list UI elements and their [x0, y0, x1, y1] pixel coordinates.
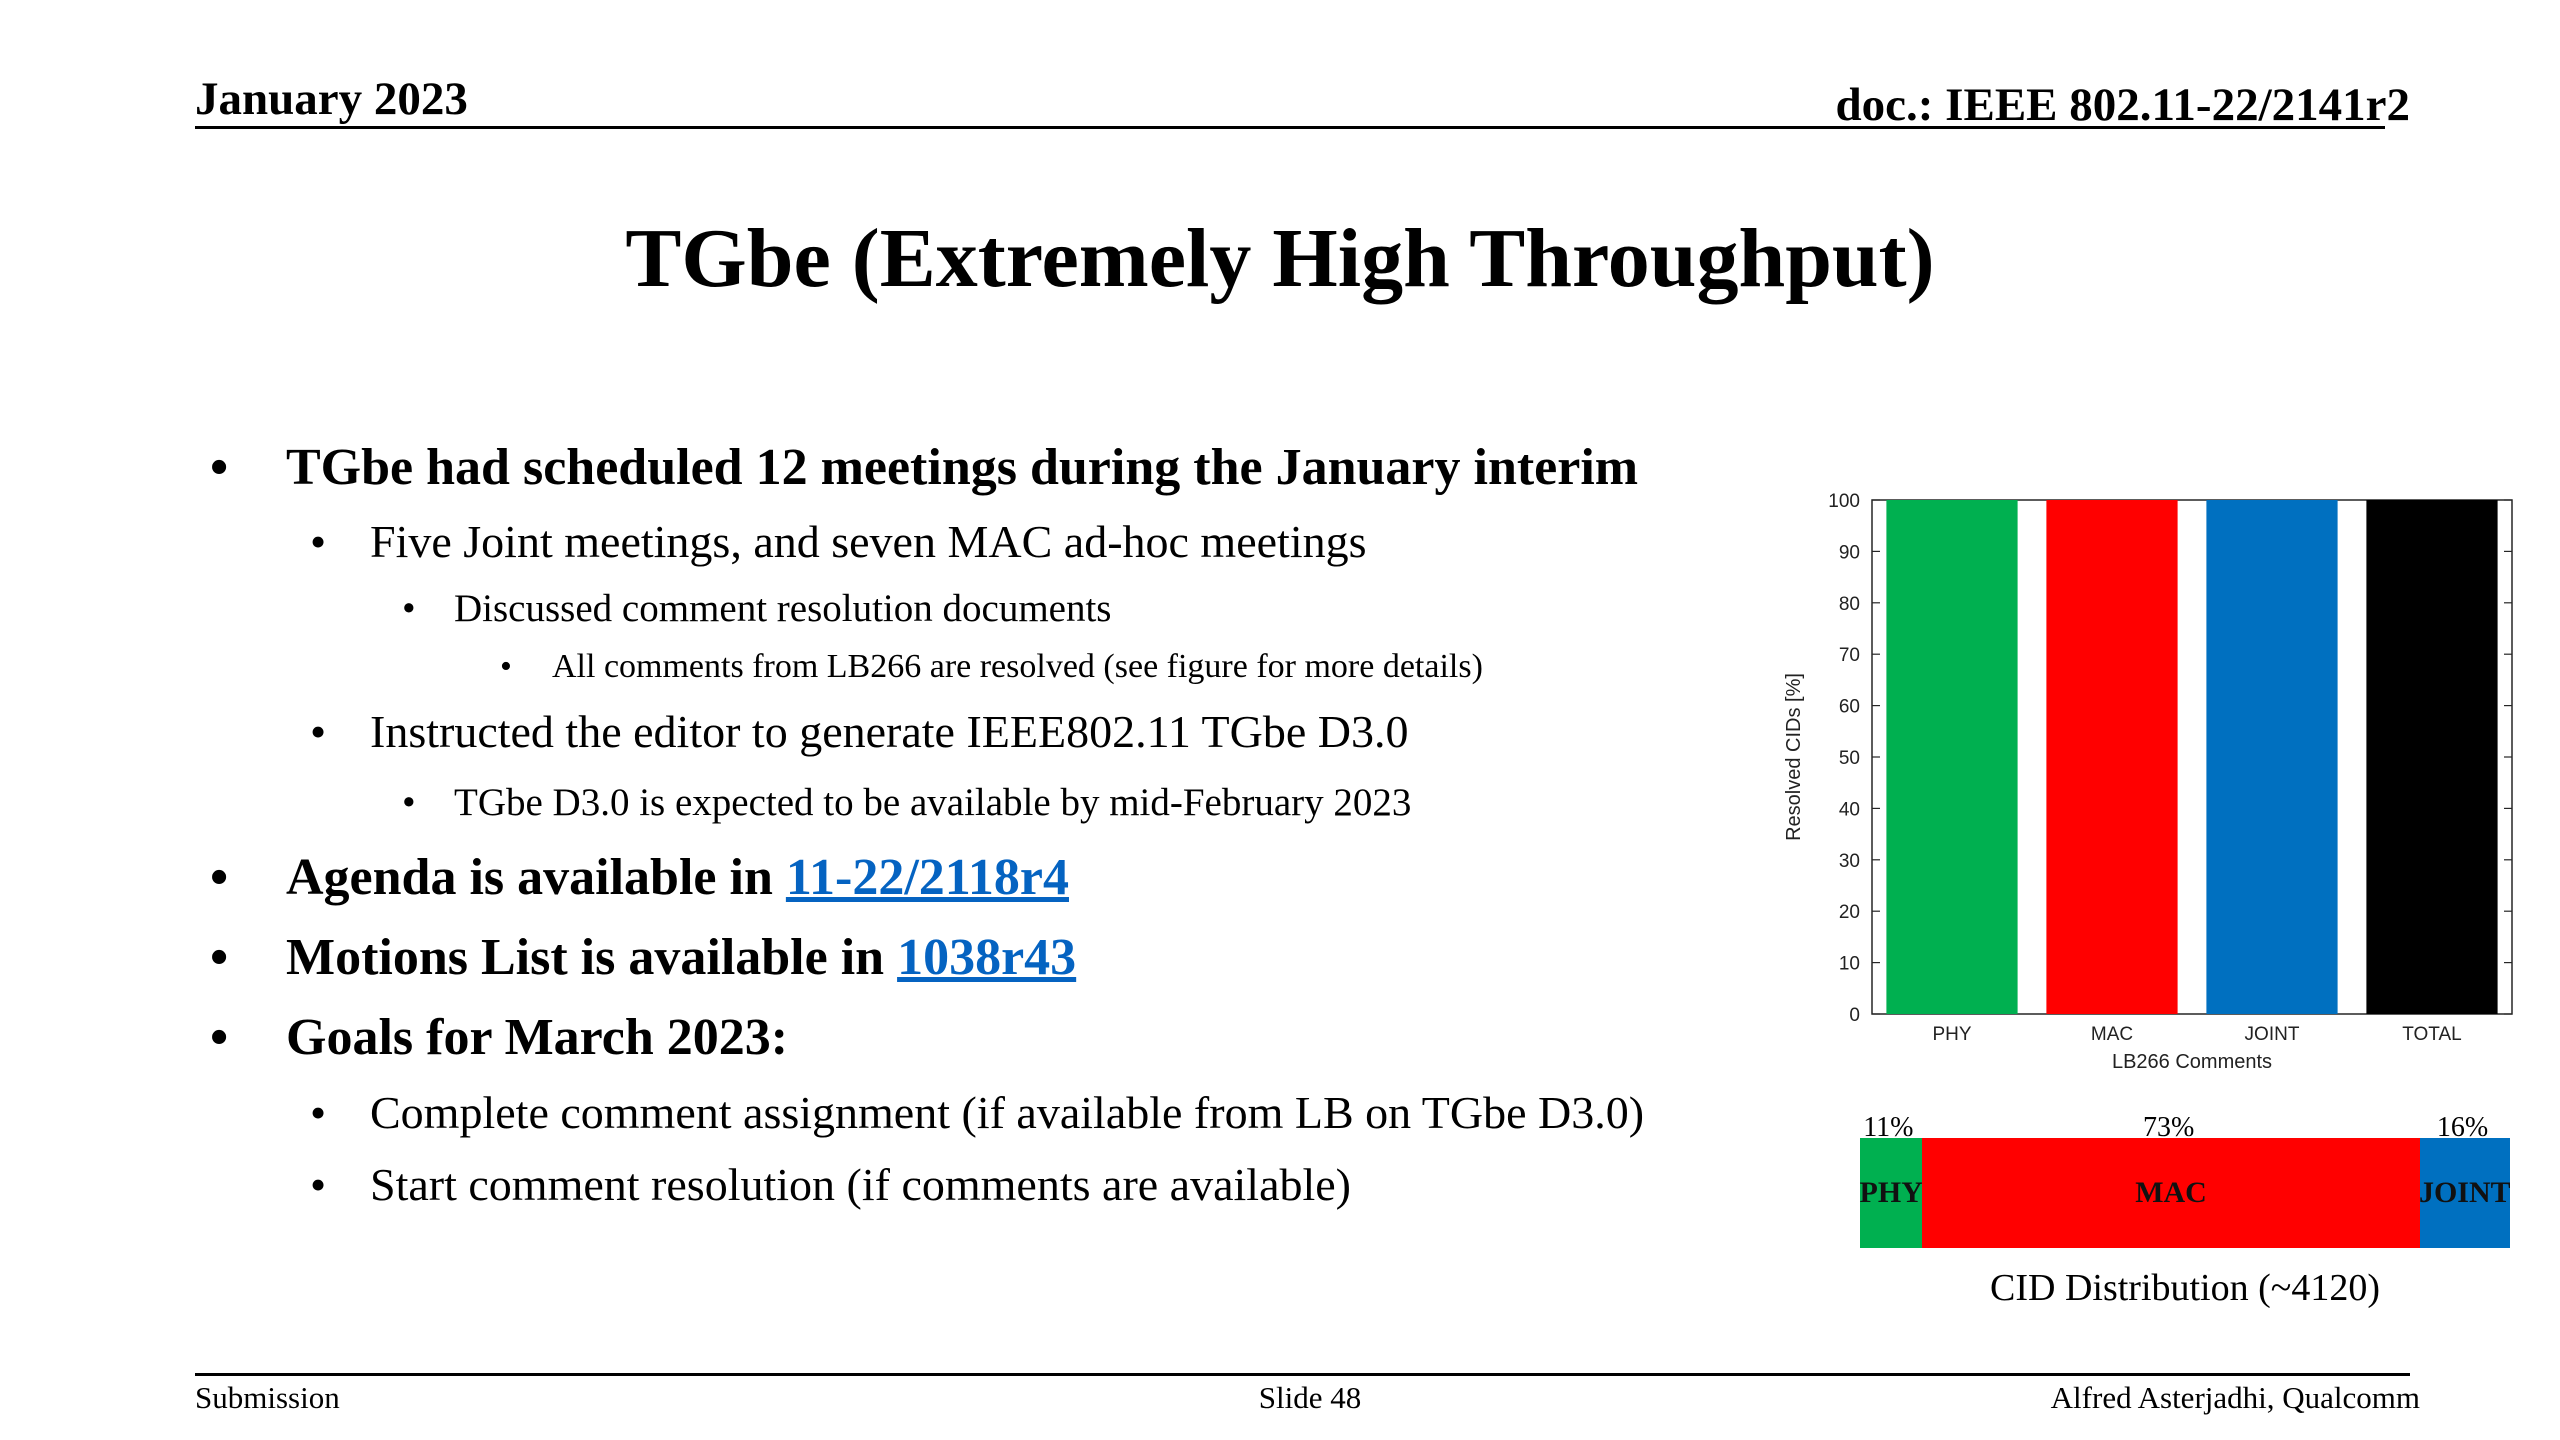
bullet-text: Discussed comment resolution documents — [454, 587, 1112, 630]
joint-percent-label: 16% — [2436, 1112, 2489, 1143]
resolved-cids-chart: PHY MAC JOINT TOTAL 0 10 20 30 40 50 60 70 80 90 100 LB… — [1783, 491, 2513, 1073]
bullet-discussed: • Discussed comment resolution documents — [402, 586, 1111, 631]
bullet-all-resolved: • All comments from LB266 are resolved (… — [500, 648, 1483, 686]
bullet-joint-meetings: • Five Joint meetings, and seven MAC ad-… — [310, 515, 1367, 568]
bullet-text: All comments from LB266 are resolved (se… — [552, 648, 1483, 685]
segment-mac: MAC — [1922, 1138, 2420, 1248]
y-tick-label: 80 — [1839, 594, 1860, 615]
header-divider — [195, 126, 2385, 129]
agenda-link[interactable]: 11-22/2118r4 — [785, 849, 1069, 906]
y-tick-label: 70 — [1839, 645, 1860, 666]
slide-title: TGbe (Extremely High Throughput) — [625, 212, 1935, 305]
bullet-marker: • — [402, 587, 416, 630]
segment-joint: JOINT — [2419, 1138, 2510, 1248]
bullet-marker: • — [210, 849, 229, 906]
segment-phy: PHY — [1860, 1138, 1923, 1248]
bullet-text: Start comment resolution (if comments ar… — [370, 1159, 1352, 1210]
bullet-marker: • — [210, 439, 229, 496]
y-tick-label: 60 — [1839, 697, 1860, 718]
phy-percent-label: 11% — [1863, 1112, 1914, 1143]
bullet-goals: • Goals for March 2023: — [210, 1008, 788, 1067]
bullet-motions: • Motions List is available in 1038r43 — [210, 928, 1076, 987]
y-tick-label: 20 — [1839, 902, 1860, 923]
header-doc-id: doc.: IEEE 802.11-22/2141r2 — [1835, 79, 2410, 131]
bullet-agenda: • Agenda is available in 11-22/2118r4 — [210, 848, 1069, 907]
bar-joint — [2206, 500, 2338, 1014]
bullet-text: Goals for March 2023: — [286, 1009, 789, 1066]
bullet-marker: • — [210, 1009, 229, 1066]
bullet-d30-expected: • TGbe D3.0 is expected to be available … — [402, 780, 1411, 825]
bullet-comment-assignment: • Complete comment assignment (if availa… — [310, 1086, 1644, 1139]
bullet-marker: • — [310, 706, 327, 757]
bar-total — [2366, 500, 2498, 1014]
bullet-editor: • Instructed the editor to generate IEEE… — [310, 705, 1409, 758]
bullet-marker: • — [500, 648, 512, 685]
bullet-comment-resolution: • Start comment resolution (if comments … — [310, 1158, 1351, 1211]
bullet-marker: • — [210, 929, 229, 986]
y-tick-label: 30 — [1839, 851, 1860, 872]
x-axis-label: LB266 Comments — [2112, 1051, 2272, 1073]
x-tick-label-phy: PHY — [1932, 1024, 1971, 1045]
bullet-marker: • — [310, 1087, 327, 1138]
y-tick-label: 40 — [1839, 799, 1860, 820]
y-tick-label: 90 — [1839, 542, 1860, 563]
bullet-text: Motions List is available in 1038r43 — [286, 929, 1076, 986]
bullet-text: Instructed the editor to generate IEEE80… — [370, 706, 1409, 757]
y-axis-label: Resolved CIDs [%] — [1783, 673, 1805, 841]
footer-submission: Submission — [195, 1380, 340, 1415]
bullet-text: TGbe had scheduled 12 meetings during th… — [286, 439, 1639, 496]
y-tick-label: 10 — [1839, 954, 1860, 975]
bullet-text: Five Joint meetings, and seven MAC ad-ho… — [370, 516, 1367, 567]
bullet-meetings: • TGbe had scheduled 12 meetings during … — [210, 438, 1638, 497]
bullet-text: Agenda is available in 11-22/2118r4 — [286, 849, 1069, 906]
y-tick-label: 0 — [1849, 1005, 1860, 1026]
agenda-prefix: Agenda is available in — [286, 849, 786, 906]
x-tick-label-mac: MAC — [2091, 1024, 2133, 1045]
footer-divider — [195, 1373, 2410, 1376]
bullet-marker: • — [310, 516, 327, 567]
footer-slide-number: Slide 48 — [1258, 1380, 1362, 1415]
motions-link[interactable]: 1038r43 — [897, 929, 1077, 986]
motions-prefix: Motions List is available in — [286, 929, 898, 986]
y-tick-label: 100 — [1828, 491, 1860, 512]
cid-distribution-caption: CID Distribution (~4120) — [1990, 1267, 2380, 1309]
footer-author: Alfred Asterjadhi, Qualcomm — [2050, 1380, 2420, 1415]
mac-percent-label: 73% — [2143, 1112, 2195, 1143]
bullet-marker: • — [310, 1159, 327, 1210]
bullet-text: Complete comment assignment (if availabl… — [370, 1087, 1645, 1138]
y-tick-label: 50 — [1839, 748, 1860, 769]
cid-distribution-bar: PHY MAC JOINT — [1860, 1138, 2510, 1248]
x-tick-label-joint: JOINT — [2245, 1024, 2300, 1045]
x-tick-label-total: TOTAL — [2402, 1024, 2461, 1045]
header-date: January 2023 — [195, 73, 468, 125]
bar-phy — [1886, 500, 2018, 1014]
bullet-marker: • — [402, 781, 416, 824]
bar-mac — [2046, 500, 2178, 1014]
bullet-text: TGbe D3.0 is expected to be available by… — [454, 781, 1412, 824]
